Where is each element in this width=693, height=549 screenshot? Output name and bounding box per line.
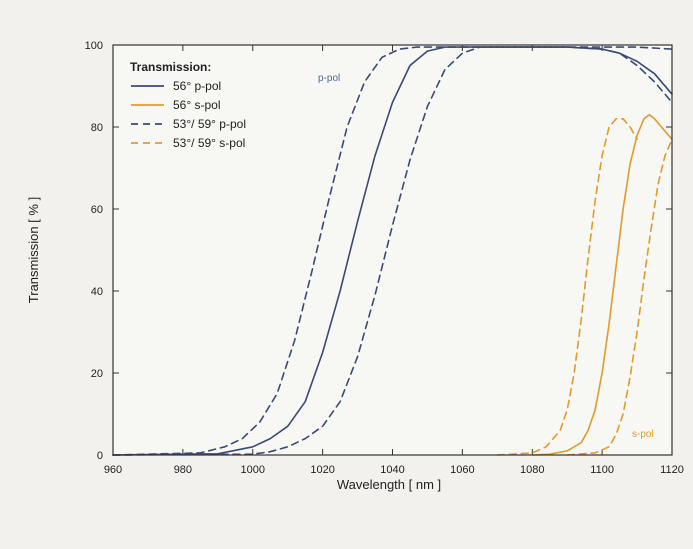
x-tick-label: 1020	[310, 464, 334, 476]
y-tick-label: 0	[97, 450, 103, 462]
annotation-p-pol: p-pol	[318, 73, 340, 84]
plot-frame	[112, 44, 673, 456]
series-line-0	[112, 46, 673, 456]
plot-area	[113, 45, 672, 455]
x-tick-label: 1100	[590, 464, 614, 476]
legend-title: Transmission:	[130, 60, 211, 74]
legend-entry-label: 53°/ 59° p-pol	[173, 117, 246, 131]
x-tick-label: 1060	[450, 464, 474, 476]
y-tick-label: 100	[85, 40, 103, 52]
y-tick-label: 60	[91, 204, 103, 216]
series-line-1	[531, 113, 673, 456]
y-tick-label: 40	[91, 286, 103, 298]
x-tick-label: 1040	[380, 464, 404, 476]
legend-entry-label: 53°/ 59° s-pol	[173, 136, 245, 150]
x-tick-label: 980	[174, 464, 192, 476]
x-tick-label: 960	[104, 464, 122, 476]
x-axis-title: Wavelength [ nm ]	[337, 477, 441, 492]
axis-ticks: 960 980 1000 1020 1040 1060 1080 1100 1120 0 20 40 6…	[85, 40, 684, 476]
y-tick-label: 80	[91, 122, 103, 134]
y-tick-label: 20	[91, 368, 103, 380]
legend: Transmission: 56° p-pol 56° s-pol 53°/ 59°…	[130, 60, 246, 150]
x-tick-label: 1080	[520, 464, 544, 476]
series-line-4	[496, 118, 638, 456]
series-line-3	[112, 46, 673, 456]
series-lines	[112, 46, 673, 456]
legend-entry-label: 56° s-pol	[173, 98, 221, 112]
x-tick-label: 1120	[660, 464, 684, 476]
series-line-5	[566, 138, 673, 456]
annotation-s-pol: s-pol	[632, 429, 654, 440]
x-tick-label: 1000	[241, 464, 265, 476]
y-axis-title: Transmission [ % ]	[26, 197, 41, 303]
legend-entry-label: 56° p-pol	[173, 79, 221, 93]
